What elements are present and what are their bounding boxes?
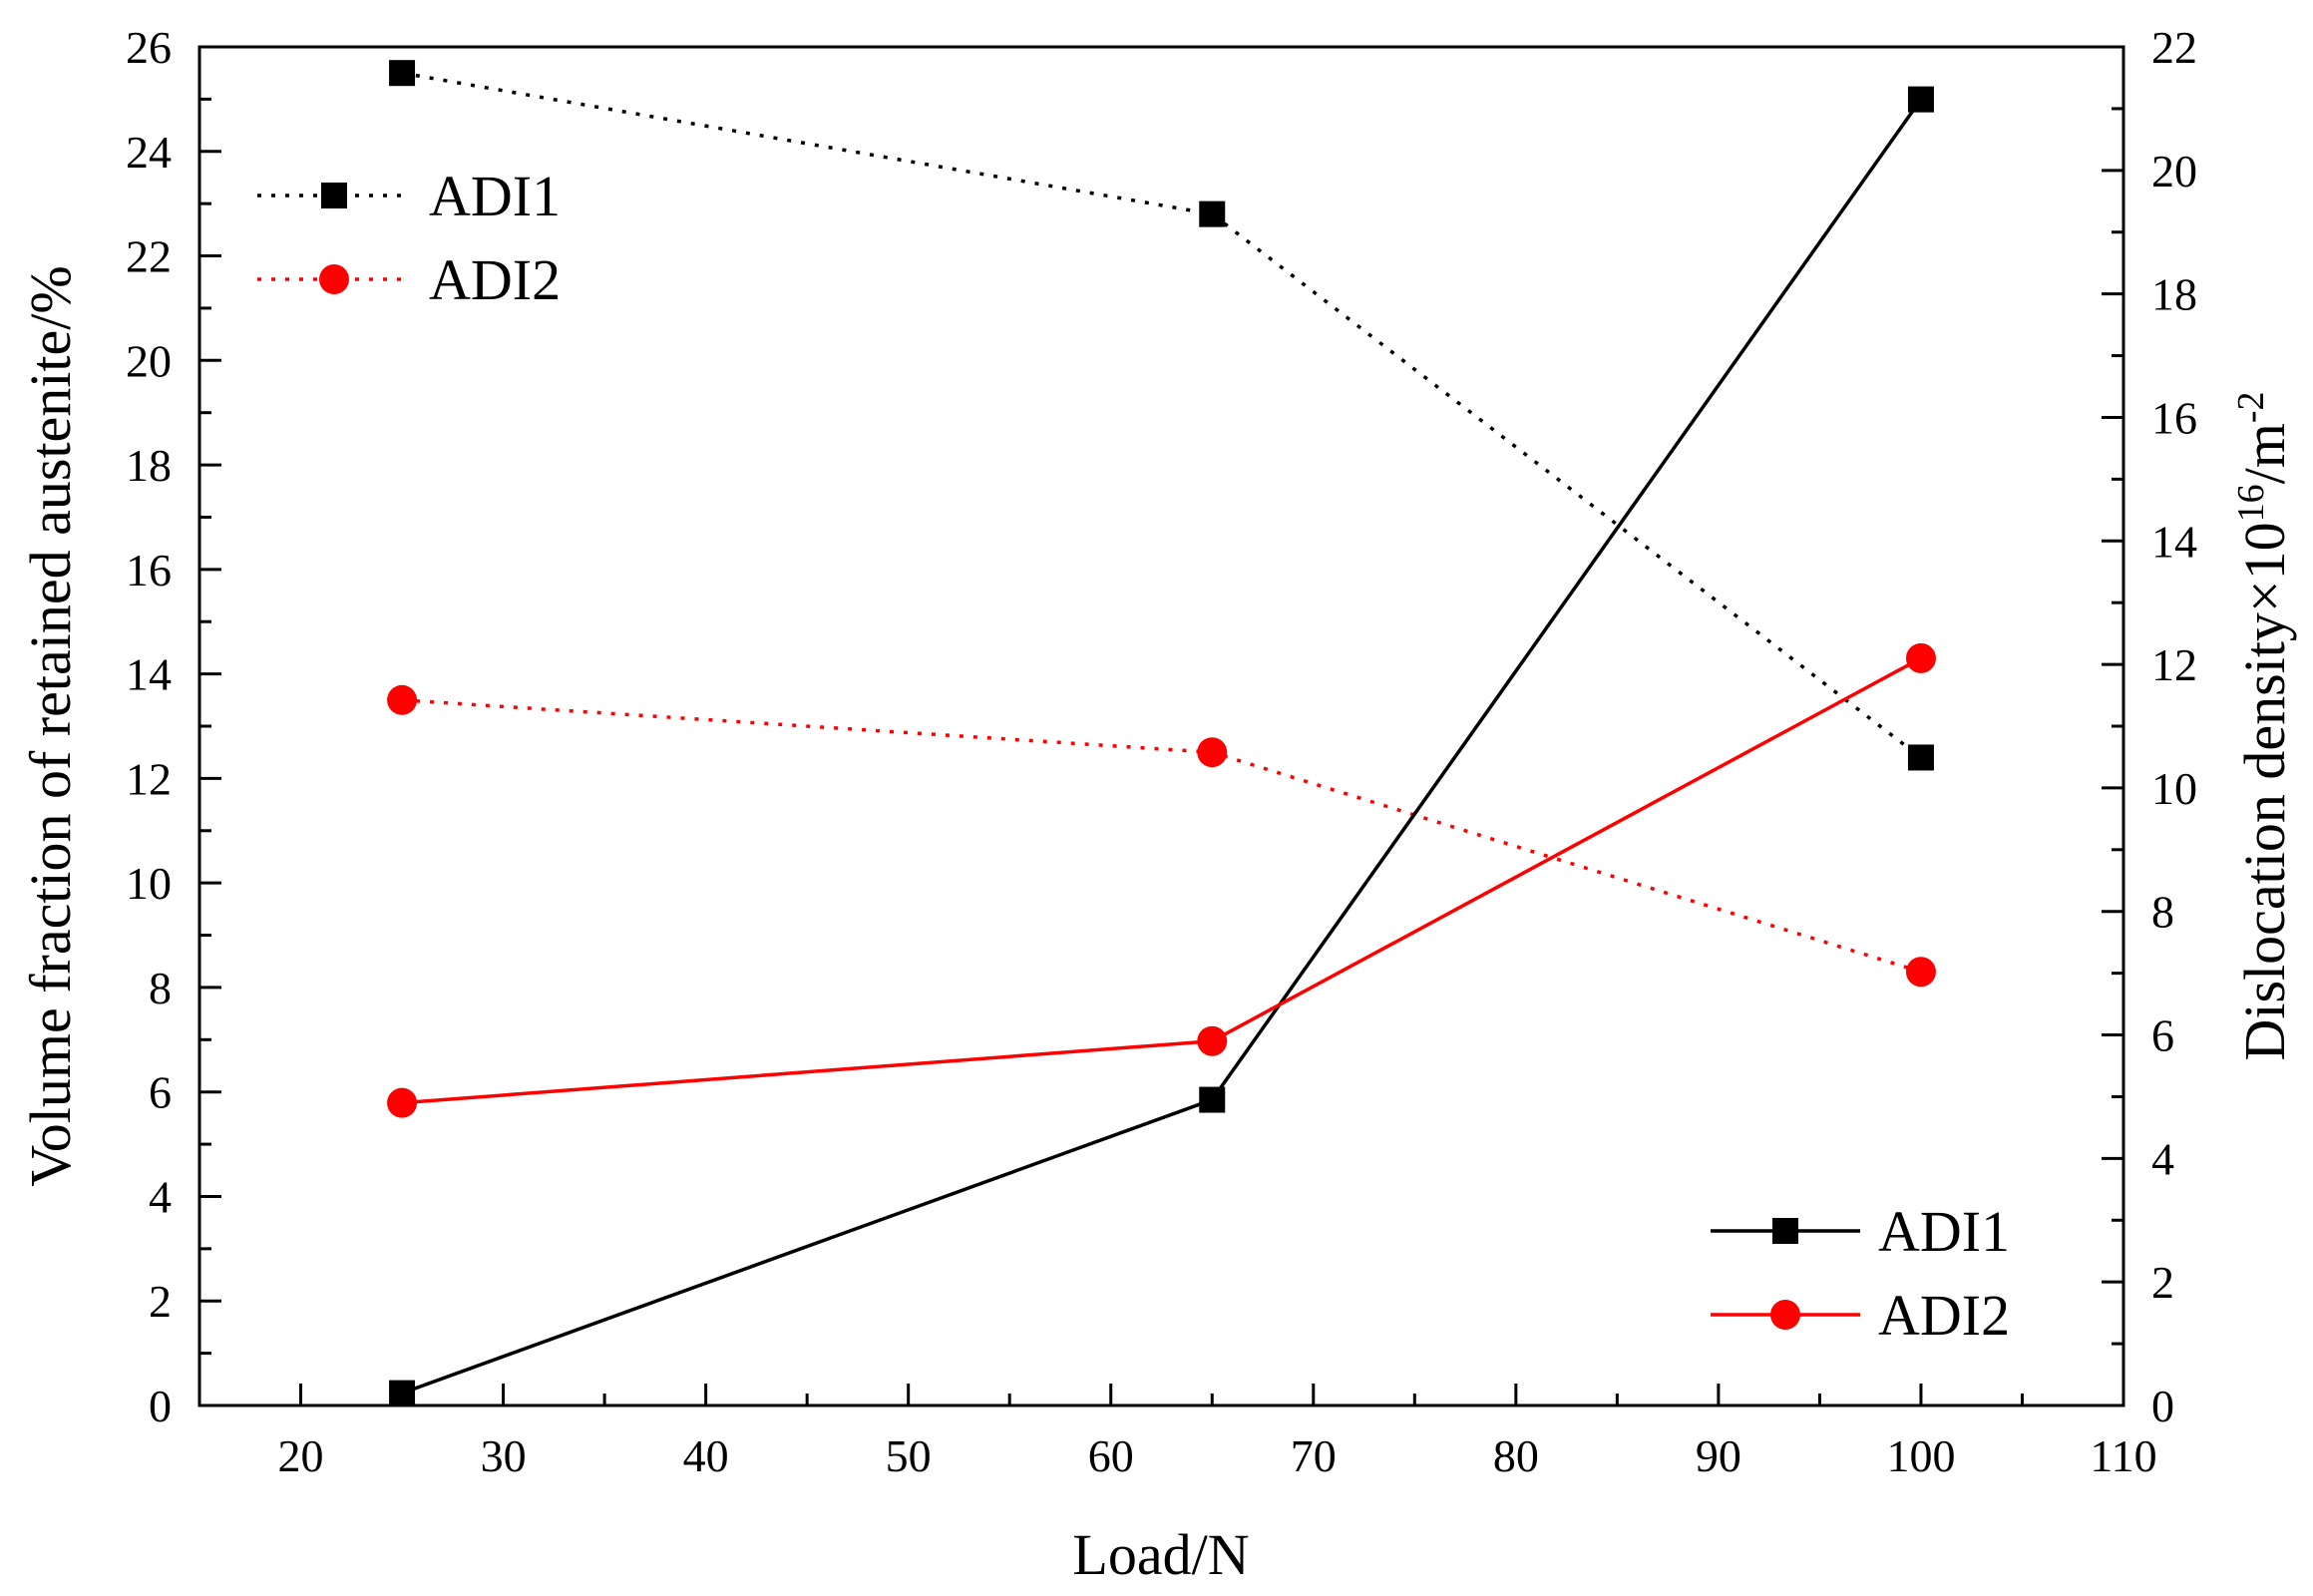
- y2-tick-label: 6: [2151, 1010, 2174, 1061]
- legend-marker-top-left: [319, 264, 349, 294]
- legend-label-bottom-right: ADI1: [1878, 1199, 2010, 1264]
- x-axis-title: Load/N: [1072, 1522, 1249, 1587]
- y2-tick-label: 16: [2151, 392, 2197, 443]
- y-tick-label: 16: [126, 545, 172, 596]
- x-tick-label: 110: [2090, 1430, 2156, 1481]
- legend-marker-top-left: [321, 183, 347, 208]
- x-tick-label: 30: [481, 1430, 527, 1481]
- x-tick-label: 50: [886, 1430, 932, 1481]
- x-axis-ticks: 20 30 40 50 60 70 80 90 100 110: [278, 1384, 2157, 1481]
- data-point-adi1-left: [389, 60, 416, 87]
- data-point-adi2-right: [387, 1087, 418, 1118]
- legend-label-bottom-right: ADI2: [1878, 1283, 2010, 1348]
- y2-tick-label: 2: [2151, 1257, 2174, 1308]
- y-tick-label: 22: [126, 231, 172, 282]
- legend-marker-bottom-right: [1772, 1218, 1798, 1244]
- y2-title-middle: /m: [2232, 423, 2297, 484]
- y2-tick-label: 20: [2151, 146, 2197, 197]
- y-tick-label: 10: [126, 858, 172, 909]
- legend-marker-bottom-right: [1770, 1300, 1800, 1330]
- data-point-adi1-right: [1907, 86, 1934, 113]
- legend-label-top-left: ADI2: [429, 247, 561, 312]
- x-tick-label: 60: [1088, 1430, 1134, 1481]
- data-point-adi2-left: [1197, 737, 1228, 768]
- x-tick-label: 100: [1886, 1430, 1955, 1481]
- y-tick-label: 0: [149, 1381, 172, 1431]
- y-axis-title: Volume fraction of retained austenite/%: [18, 265, 83, 1186]
- y-tick-label: 2: [149, 1276, 172, 1327]
- legend-label-top-left: ADI1: [429, 164, 561, 228]
- y-tick-label: 14: [126, 649, 172, 700]
- data-point-adi1-left: [1907, 744, 1934, 771]
- y-tick-label: 4: [149, 1171, 172, 1222]
- y-tick-label: 6: [149, 1067, 172, 1118]
- y2-tick-label: 4: [2151, 1133, 2174, 1184]
- y2-tick-label: 22: [2151, 22, 2197, 73]
- data-point-adi1-right: [1199, 1086, 1226, 1113]
- y-tick-label: 8: [149, 963, 172, 1013]
- y2-title-prefix: Dislocation density×10: [2232, 522, 2297, 1060]
- y2-title-sup2: -2: [2230, 391, 2272, 423]
- y2-tick-label: 14: [2151, 516, 2197, 567]
- x-tick-label: 70: [1291, 1430, 1337, 1481]
- x-tick-label: 90: [1696, 1430, 1741, 1481]
- y-tick-label: 24: [126, 127, 172, 178]
- y-tick-label: 20: [126, 335, 172, 386]
- y2-title-sup1: 16: [2230, 484, 2272, 522]
- data-point-adi1-right: [389, 1380, 416, 1406]
- y2-axis-ticks: 0 2 4 6 8 10 12 14 16 18 20 22: [2102, 22, 2197, 1431]
- y2-axis-title: Dislocation density×1016/m-2: [2230, 391, 2297, 1060]
- data-point-adi2-right: [1197, 1025, 1228, 1056]
- y2-tick-label: 0: [2151, 1381, 2174, 1431]
- x-tick-label: 80: [1493, 1430, 1539, 1481]
- y-tick-label: 12: [126, 753, 172, 804]
- x-tick-label: 20: [278, 1430, 324, 1481]
- data-point-adi2-left: [1905, 957, 1936, 988]
- y2-tick-label: 8: [2151, 887, 2174, 938]
- y2-tick-label: 18: [2151, 269, 2197, 320]
- plot-area: [197, 45, 2125, 1407]
- series-layer: [387, 60, 1936, 1406]
- legend-layer: ADI1 ADI2 ADI1 ADI2: [257, 164, 2010, 1348]
- data-point-adi2-left: [387, 684, 418, 715]
- x-tick-label: 40: [683, 1430, 729, 1481]
- y2-tick-label: 12: [2151, 639, 2197, 690]
- y-tick-label: 26: [126, 22, 172, 73]
- y-tick-label: 18: [126, 440, 172, 491]
- data-point-adi1-left: [1199, 200, 1226, 227]
- data-point-adi2-right: [1905, 642, 1936, 673]
- y2-tick-label: 10: [2151, 763, 2197, 814]
